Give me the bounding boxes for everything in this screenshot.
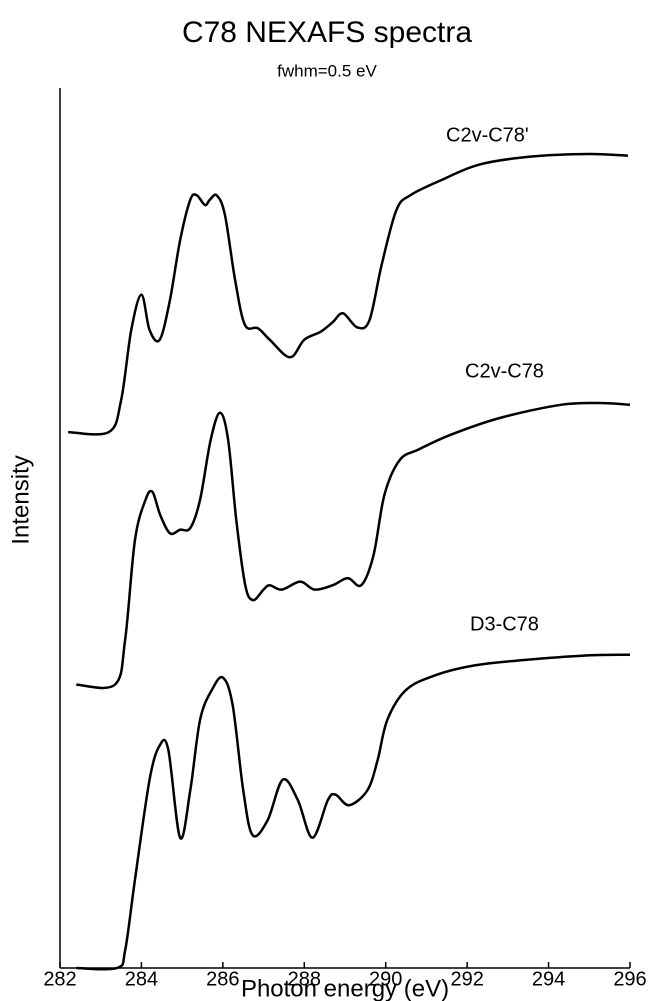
x-tick-label: 296 [613, 968, 646, 990]
x-tick-label: 284 [125, 968, 158, 990]
spectrum-line [76, 653, 631, 971]
x-axis-label: Photon energy (eV) [241, 975, 449, 1001]
x-tick-label: 282 [43, 968, 76, 990]
x-tick-label: 294 [532, 968, 565, 990]
chart-subtitle: fwhm=0.5 eV [277, 61, 377, 80]
spectrum-line [76, 401, 631, 690]
x-tick-label: 288 [288, 968, 321, 990]
series-label: D3-C78 [470, 613, 539, 635]
series-label: C2v-C78 [465, 360, 544, 382]
x-tick-label: 286 [206, 968, 239, 990]
spectrum-line [68, 152, 629, 436]
series-label: C2v-C78' [446, 124, 529, 146]
x-tick-label: 290 [369, 968, 402, 990]
x-tick-label: 292 [450, 968, 483, 990]
chart-title: C78 NEXAFS spectra [182, 16, 472, 49]
y-axis-label: Intensity [7, 455, 34, 544]
